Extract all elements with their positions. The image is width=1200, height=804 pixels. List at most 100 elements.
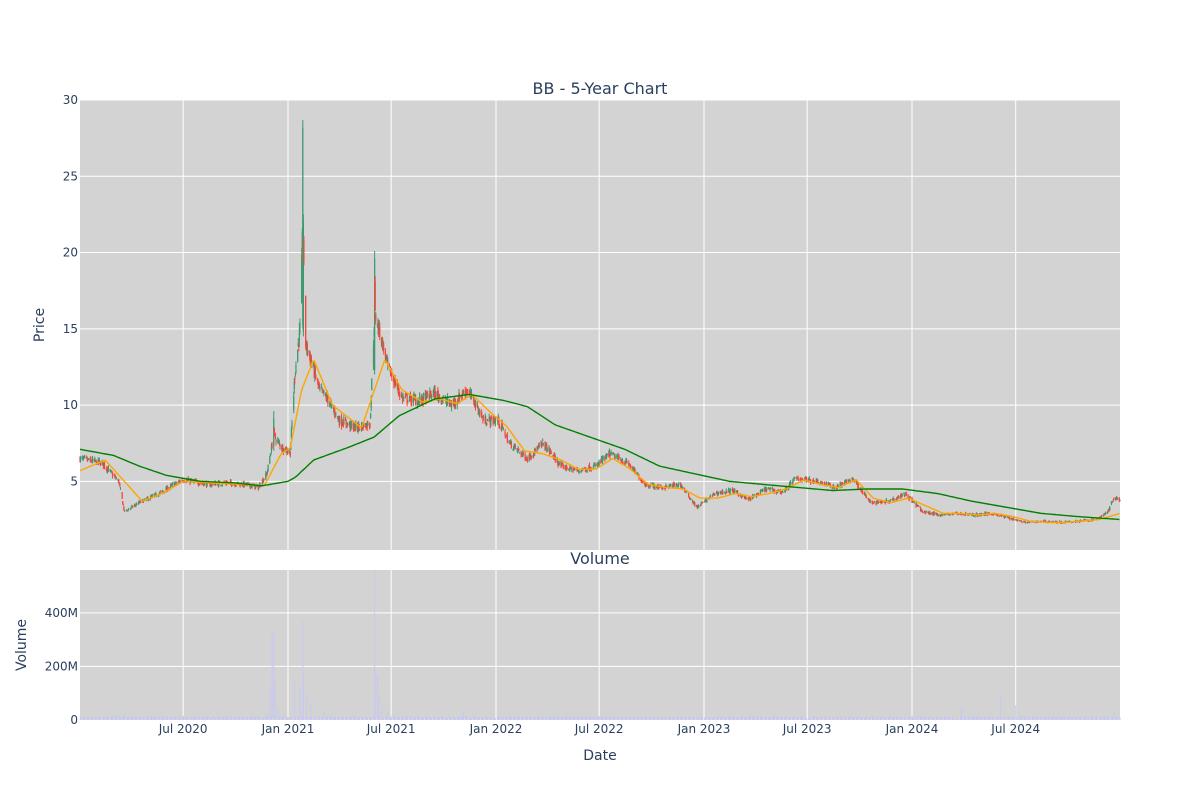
candle-body [209, 482, 211, 487]
volume-bar [783, 717, 785, 720]
volume-bar [492, 717, 494, 720]
volume-bar [832, 716, 834, 720]
volume-bar [781, 717, 783, 720]
candle-body [221, 485, 223, 487]
candle-body [130, 508, 132, 510]
volume-bar [262, 718, 264, 720]
volume-bar [447, 717, 449, 720]
candle-body [734, 489, 736, 493]
volume-bar [867, 718, 869, 720]
volume-bar [143, 718, 145, 720]
volume-bar [509, 717, 511, 720]
volume-bar [662, 716, 664, 720]
volume-bar [524, 717, 526, 720]
candle-body [620, 459, 622, 461]
volume-bar [349, 717, 351, 720]
candle-body [273, 427, 275, 433]
volume-bar [829, 717, 831, 720]
volume-bar [991, 716, 993, 720]
volume-bar [315, 716, 317, 720]
candle-body [676, 484, 678, 486]
candle-body [293, 396, 295, 410]
candle-body [485, 424, 487, 426]
candle-body [697, 505, 699, 508]
volume-bar [1110, 718, 1112, 720]
volume-bar [95, 717, 97, 720]
candle-body [861, 490, 864, 494]
volume-bar [804, 717, 806, 720]
candle-body [532, 455, 534, 457]
volume-bar [666, 718, 668, 720]
candle-body [401, 395, 404, 401]
candle-body [893, 499, 895, 501]
volume-bar [917, 716, 919, 720]
volume-bar [682, 717, 684, 720]
volume-bar [199, 718, 201, 720]
candle-body [1110, 501, 1113, 505]
candle-body [406, 394, 408, 403]
volume-bar [489, 717, 491, 720]
candle-body [889, 500, 891, 502]
volume-bar [985, 716, 987, 720]
volume-bar [266, 715, 268, 720]
volume-bar [734, 716, 736, 720]
candle-body [699, 505, 702, 507]
candle-body [86, 459, 89, 461]
volume-bar [826, 718, 828, 720]
volume-bar [1111, 718, 1113, 720]
candle-body [142, 500, 144, 503]
volume-bar [1071, 717, 1073, 720]
volume-bar [1095, 716, 1097, 720]
candle-body [967, 514, 970, 516]
candle-body [165, 487, 167, 493]
candle-body [1013, 518, 1015, 520]
volume-bar [1031, 716, 1033, 720]
volume-bar [779, 717, 781, 720]
volume-bar [1048, 717, 1050, 720]
volume-bar [956, 717, 958, 720]
volume-bar [258, 716, 260, 720]
candle-body [436, 391, 438, 399]
candle-body [949, 514, 951, 516]
candle-body [203, 482, 205, 486]
volume-bar [255, 716, 257, 720]
candle-body [937, 513, 939, 516]
volume-bar [374, 669, 376, 720]
volume-bar [880, 717, 882, 720]
candle-body [510, 441, 512, 449]
volume-bar [326, 715, 328, 720]
volume-bar [528, 718, 530, 720]
volume-bar [653, 716, 655, 720]
volume-bar [113, 715, 115, 720]
candle-body [824, 482, 826, 486]
volume-bar [859, 717, 861, 720]
volume-bar [864, 717, 866, 720]
candle-body [474, 402, 477, 407]
volume-bar [361, 716, 363, 720]
candle-body [151, 495, 153, 498]
volume-bar [701, 716, 703, 720]
volume-bar [201, 717, 203, 720]
volume-bar [808, 718, 810, 720]
volume-bar [234, 715, 236, 720]
volume-bar [885, 718, 887, 720]
candle-body [769, 488, 771, 491]
candle-body [115, 478, 118, 480]
volume-bar [94, 718, 96, 720]
volume-bar [573, 715, 575, 720]
volume-bar [863, 717, 865, 720]
volume-bar [282, 715, 284, 720]
candle-body [199, 483, 201, 485]
volume-bar [1101, 715, 1103, 720]
volume-bar [660, 717, 662, 720]
volume-bar [899, 718, 901, 720]
volume-bar [733, 717, 735, 720]
candle-body [490, 417, 493, 419]
candle-body [85, 456, 87, 458]
candle-body [728, 489, 730, 491]
candle-body [158, 495, 160, 497]
volume-bar [165, 716, 167, 720]
candle-body [1007, 516, 1009, 518]
candle-body [143, 498, 145, 500]
volume-bar [941, 717, 943, 720]
